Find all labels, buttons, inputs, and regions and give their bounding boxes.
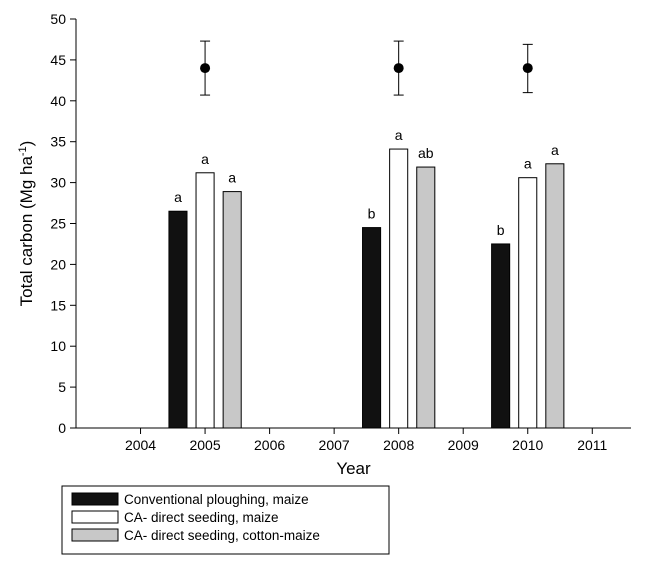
bar xyxy=(491,243,511,429)
bar-significance-label: a xyxy=(228,170,236,186)
bar xyxy=(518,177,538,429)
bar xyxy=(545,163,565,429)
y-axis-title-superscript: -1 xyxy=(17,146,29,156)
bar xyxy=(362,227,382,429)
x-axis-title: Year xyxy=(336,459,371,478)
bar-significance-label: a xyxy=(201,151,209,167)
y-tick-label: 45 xyxy=(50,52,66,68)
legend-swatch xyxy=(71,510,119,524)
y-tick-label: 50 xyxy=(50,11,66,27)
reference-point xyxy=(393,63,404,74)
y-tick-label: 30 xyxy=(50,175,66,191)
bar-significance-label: ab xyxy=(418,145,434,161)
x-tick-label: 2009 xyxy=(448,437,479,453)
bar xyxy=(195,172,215,429)
bar xyxy=(222,191,242,429)
reference-point xyxy=(522,63,533,74)
legend-entry-label: CA- direct seeding, cotton-maize xyxy=(124,528,320,543)
bar-significance-label: a xyxy=(551,142,559,158)
y-axis-title: Total carbon (Mg ha-1) xyxy=(17,141,36,307)
bar xyxy=(168,210,188,429)
x-tick-label: 2010 xyxy=(512,437,543,453)
y-tick-label: 20 xyxy=(50,256,66,272)
y-axis-title-main: Total carbon (Mg ha xyxy=(17,156,36,307)
y-tick-group: 0 5 10 15 20 25 30 35 40 45 50 xyxy=(50,11,76,436)
bar-significance-label: a xyxy=(524,156,532,172)
bar xyxy=(416,166,436,429)
y-tick-label: 40 xyxy=(50,93,66,109)
legend-swatch xyxy=(71,492,119,506)
y-axis-title-end: ) xyxy=(17,141,36,147)
reference-point xyxy=(200,63,211,74)
x-tick-group: 2004 2005 2006 2007 2008 2009 2010 2011 xyxy=(125,428,608,453)
y-tick-label: 35 xyxy=(50,134,66,150)
reference-point-group xyxy=(200,40,533,96)
x-tick-label: 2008 xyxy=(383,437,414,453)
y-tick-label: 0 xyxy=(58,420,66,436)
legend-entry-label: CA- direct seeding, maize xyxy=(124,510,279,525)
legend: Conventional ploughing, maize CA- direct … xyxy=(61,485,390,555)
bar-significance-label: b xyxy=(497,222,505,238)
y-tick-label: 10 xyxy=(50,338,66,354)
bar-significance-label: a xyxy=(174,189,182,205)
bar xyxy=(389,148,409,429)
bar-group xyxy=(168,148,565,429)
y-tick-label: 25 xyxy=(50,216,66,232)
x-tick-label: 2011 xyxy=(577,437,607,453)
y-tick-label: 15 xyxy=(50,297,66,313)
bar-significance-label: a xyxy=(395,127,403,143)
legend-entry-label: Conventional ploughing, maize xyxy=(124,492,309,507)
legend-swatch xyxy=(71,528,119,542)
x-tick-label: 2005 xyxy=(189,437,220,453)
x-tick-label: 2007 xyxy=(319,437,350,453)
x-tick-label: 2004 xyxy=(125,437,156,453)
x-tick-label: 2006 xyxy=(254,437,285,453)
bar-significance-label: b xyxy=(368,206,376,222)
y-tick-label: 5 xyxy=(58,379,66,395)
